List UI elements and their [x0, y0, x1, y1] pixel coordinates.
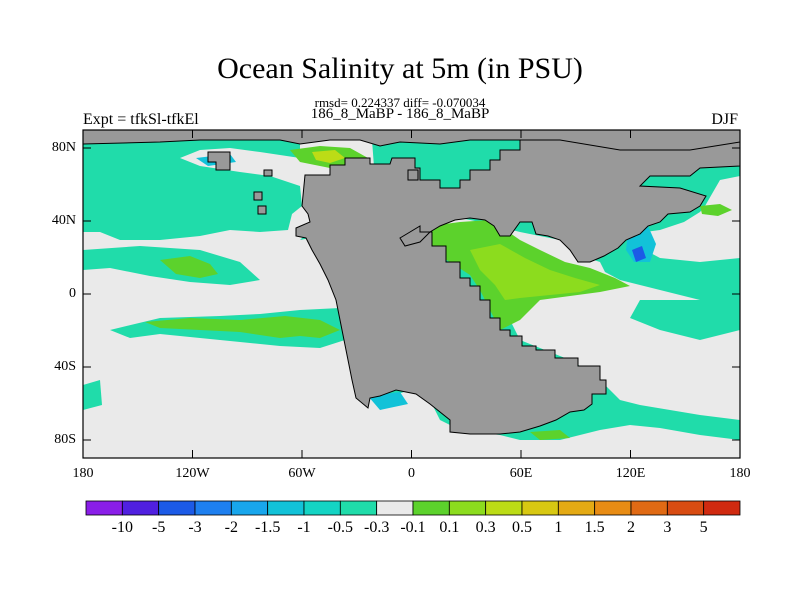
x-tick-label: 120E — [615, 466, 646, 481]
colorbar-box — [557, 500, 596, 516]
y-tick-label: 40N — [51, 213, 76, 228]
colorbar-label: 3 — [663, 519, 672, 536]
colorbar-box — [85, 500, 123, 516]
salinity-region-north-teal — [83, 140, 302, 240]
colorbar-label: 1.5 — [584, 519, 605, 536]
land-small-island-1 — [207, 151, 231, 171]
colorbar-box — [630, 500, 668, 516]
colorbar-label: -5 — [151, 519, 166, 536]
map-panel — [83, 130, 740, 458]
colorbar-label: -10 — [111, 519, 133, 536]
colorbar-label: -2 — [224, 519, 238, 536]
colorbar-box — [230, 500, 269, 516]
y-axis-ticks — [83, 147, 740, 441]
colorbar — [85, 500, 741, 516]
colorbar-label: -3 — [188, 519, 202, 536]
x-axis-ticks — [82, 130, 741, 458]
colorbar-label: -1.5 — [254, 519, 281, 536]
land-small-island-5 — [263, 169, 273, 177]
colorbar-box — [303, 500, 341, 516]
x-tick-label: 60E — [509, 466, 533, 481]
land-mass-main — [295, 139, 740, 435]
colorbar-box — [703, 500, 741, 516]
colorbar-box — [339, 500, 378, 516]
colorbar-box — [448, 500, 487, 516]
colorbar-label: -0.1 — [400, 519, 426, 536]
colorbar-label: 2 — [627, 519, 635, 536]
colorbar-label: 5 — [699, 519, 708, 536]
salinity-region-asia-darkblue — [632, 246, 646, 262]
experiment-label: Expt = tfkSl-tfkEl — [83, 111, 199, 128]
y-tick-label: 40S — [54, 359, 76, 374]
colorbar-box — [412, 500, 450, 516]
land-small-island-3 — [257, 205, 267, 215]
comparison-label: 186_8_MaBP - 186_8_MaBP — [310, 106, 490, 122]
land-arctic-north — [83, 130, 740, 151]
colorbar-label: 0.3 — [475, 519, 496, 536]
y-tick-label: 0 — [69, 286, 76, 301]
colorbar-box — [594, 500, 632, 516]
x-tick-label: 0 — [408, 466, 415, 481]
colorbar-box — [121, 500, 160, 516]
colorbar-label: 0.5 — [512, 519, 532, 536]
salinity-region-east-teal — [630, 296, 740, 340]
salinity-region-north-pacific-green — [160, 256, 218, 278]
colorbar-label: 0.1 — [439, 519, 460, 536]
salinity-region-east-asia-green — [700, 204, 732, 216]
colorbar-label: -0.3 — [363, 519, 390, 536]
colorbar-box — [158, 500, 196, 516]
x-tick-label: 180 — [72, 466, 94, 481]
colorbar-label: -1 — [297, 519, 311, 536]
colorbar-box — [666, 500, 705, 516]
x-tick-label: 120W — [175, 466, 210, 481]
land-small-island-2 — [253, 191, 263, 201]
salinity-region-arctic-yellow — [312, 150, 345, 163]
land-small-island-4 — [407, 169, 419, 181]
colorbar-box — [521, 500, 559, 516]
salinity-region-indian-midgreen — [470, 244, 600, 300]
colorbar-box — [267, 500, 305, 516]
salinity-region-pacific-green — [145, 316, 340, 338]
colorbar-label: -0.5 — [327, 519, 353, 536]
colorbar-box — [376, 500, 414, 516]
salinity-region-south-green — [530, 430, 570, 440]
plot-title: Ocean Salinity at 5m (in PSU) — [217, 52, 583, 85]
colorbar-box — [194, 500, 232, 516]
y-tick-label: 80N — [51, 140, 76, 155]
salinity-region-southwest-teal — [83, 380, 102, 410]
stats-line: rmsd= 0.224337 diff= -0.070034 — [314, 95, 486, 110]
x-tick-label: 180 — [729, 466, 751, 481]
colorbar-label: 1 — [554, 519, 563, 536]
season-label: DJF — [711, 111, 738, 128]
colorbar-box — [485, 500, 523, 516]
y-tick-label: 80S — [54, 432, 76, 447]
x-tick-label: 60W — [288, 466, 316, 481]
